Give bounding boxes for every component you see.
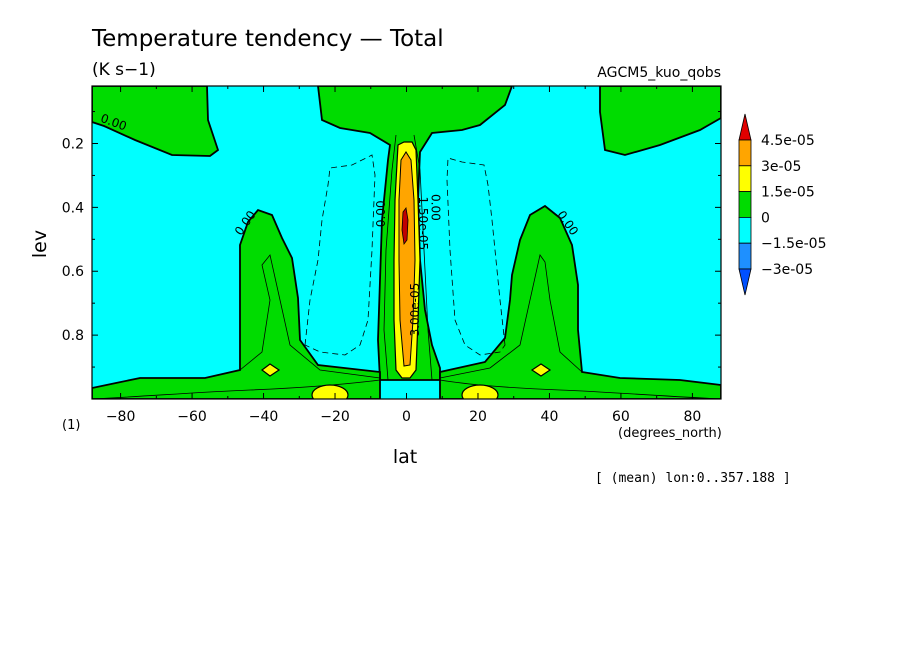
x-tick-label: −80 [106,409,136,425]
thin-contour-right [439,254,583,379]
colorbar-segment-bottom [738,268,752,296]
thin-contour-left [239,254,381,379]
colorbar-segment [738,191,752,218]
green-region-right-arm [439,204,721,399]
chart-title: Temperature tendency — Total [91,26,444,52]
contour-label: 0.00 [429,194,443,221]
x-axis-units: (degrees_north) [618,426,722,441]
colorbar: 4.5e-05 3e-05 1.5e-05 0 −1.5e-05 −3e-05 [738,113,826,296]
y-axis-units: (1) [62,418,80,433]
dashed-contours [304,154,506,356]
x-tick-label: 60 [612,409,630,425]
orange-region-core [398,151,416,367]
x-tick-label: 40 [541,409,559,425]
contour-label: 0.00 [374,200,388,227]
red-region-core [401,207,409,246]
thin-contour-central-left [383,134,397,381]
colorbar-label: 1.5e-05 [761,185,815,201]
contour-plot-area: 0.000.00 0.00 0.000.001.50e-053.00e-05 [92,86,721,399]
thin-contour-central-right [413,134,433,381]
green-region-left-arm [92,208,381,399]
subset-note: [ (mean) lon:0..357.188 ] [595,471,791,486]
yellow-diamond-left [261,363,281,377]
x-axis: −80 −60 −40 −20 0 20 40 60 80 [106,86,701,425]
y-tick-label: 0.8 [62,328,84,344]
contour-label: 3.00e-05 [408,283,422,337]
thin-contour-bottom-left [92,379,381,399]
y-tick-label: 0.6 [62,264,84,280]
x-tick-label: −40 [249,409,279,425]
contour-lines-thin [92,134,721,399]
colorbar-label: −3e-05 [761,262,813,278]
colorbar-segment-top [738,113,752,141]
y-tick-label: 0.2 [62,136,84,152]
y-axis: 0.2 0.4 0.6 0.8 [62,111,721,400]
y-axis-title: lev [29,230,51,258]
colorbar-segment [738,165,752,193]
thin-contour-bottom-right [439,379,721,399]
colorbar-label: 0 [761,210,770,226]
contour-label: 1.50e-05 [416,196,430,250]
green-region-top-right [599,86,721,156]
x-tick-label: −60 [177,409,207,425]
x-tick-label: 80 [683,409,701,425]
colorbar-label: 3e-05 [761,159,801,175]
yellow-blob-right [461,384,499,399]
yellow-blob-left [311,384,349,399]
green-region-top-left [92,86,220,157]
y-tick-label: 0.4 [62,200,84,216]
colorbar-segment [738,242,752,270]
x-tick-label: 20 [469,409,487,425]
x-axis-title: lat [393,446,417,468]
x-tick-label: 0 [402,409,411,425]
colorbar-label: 4.5e-05 [761,133,815,149]
x-tick-label: −20 [320,409,350,425]
yellow-diamond-right [530,363,552,377]
dashed-contour-left [304,154,376,356]
colorbar-segment [738,139,752,167]
colorbar-segment [738,216,752,244]
colorbar-label: −1.5e-05 [761,236,826,252]
dataset-label: AGCM5_kuo_qobs [597,65,721,81]
chart-units: (K s−1) [92,60,156,80]
